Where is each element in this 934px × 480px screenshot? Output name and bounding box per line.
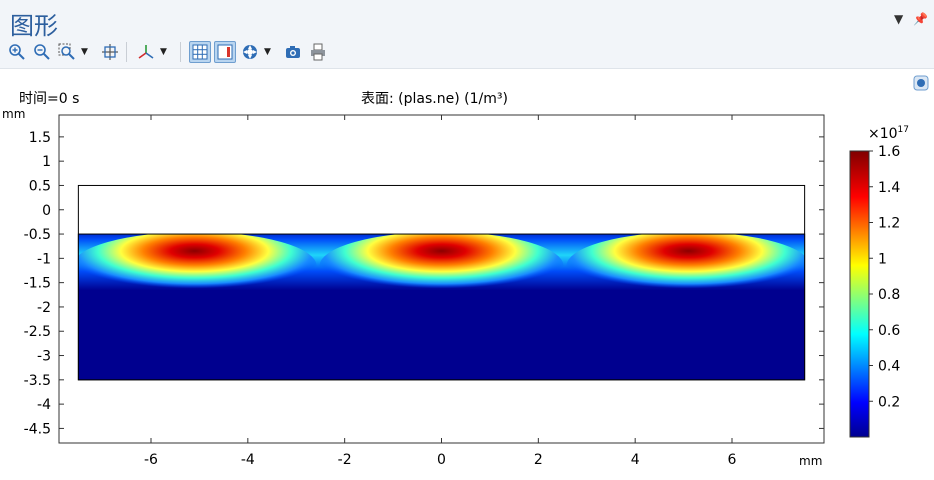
colorbar	[849, 150, 870, 438]
x-tick-label: -6	[144, 452, 158, 468]
y-tick-label: 0	[42, 203, 51, 219]
axis-orientation-icon[interactable]	[135, 41, 157, 63]
colorbar-tick-label: 0.8	[878, 287, 900, 303]
time-label: 时间=0 s	[19, 91, 80, 107]
density-peak	[319, 234, 564, 300]
y-axis-ticks: 1.5 1 0.5 0 -0.5 -1 -1.5 -2 -2.5 -3 -3.5 -4 -4.5	[24, 130, 824, 437]
x-axis-unit: mm	[799, 454, 822, 468]
colorbar-tick-label: 1	[878, 251, 887, 267]
colorbar-ticks: 1.6 1.4 1.2 1 0.8 0.6 0.4 0.2	[869, 144, 900, 410]
y-tick-label: -4	[37, 397, 51, 413]
scene-dropdown-caret[interactable]: ▼	[264, 47, 271, 57]
x-tick-label: 0	[437, 452, 446, 468]
zoom-extents-icon[interactable]	[99, 41, 121, 63]
color-scene-icon[interactable]	[239, 41, 261, 63]
graphics-toolbar: ▼ ▼ ▼	[6, 40, 332, 64]
y-tick-label: 0.5	[29, 178, 51, 194]
zoom-dropdown-caret[interactable]: ▼	[81, 47, 88, 57]
surface-plot	[78, 234, 805, 380]
render-settings-icon[interactable]	[913, 75, 929, 91]
x-tick-label: 4	[631, 452, 640, 468]
pin-icon[interactable]: 📌	[913, 12, 928, 26]
y-tick-label: -2.5	[24, 324, 51, 340]
colorbar-multiplier-exp: 17	[898, 125, 909, 135]
panel-title: 图形	[10, 12, 58, 40]
colorbar-tick-label: 0.4	[878, 359, 900, 375]
colorbar-tick-label: 1.6	[878, 144, 900, 160]
y-tick-label: -3	[37, 349, 51, 365]
y-tick-label: -1.5	[24, 276, 51, 292]
x-axis-ticks: -6 -4 -2 0 2 4 6	[144, 115, 737, 468]
y-axis-unit: mm	[2, 107, 25, 121]
y-tick-label: -3.5	[24, 373, 51, 389]
colorbar-tick-label: 1.2	[878, 216, 900, 232]
axis-dropdown-caret[interactable]: ▼	[160, 47, 167, 57]
colorbar-tick-label: 1.4	[878, 180, 900, 196]
print-icon[interactable]	[307, 41, 329, 63]
y-tick-label: -2	[37, 300, 51, 316]
zoom-out-icon[interactable]	[31, 41, 53, 63]
x-tick-label: 2	[534, 452, 543, 468]
y-tick-label: -1	[37, 251, 51, 267]
panel-menu-icon[interactable]: ▼	[893, 12, 904, 26]
colorbar-multiplier: ×1017	[868, 125, 909, 142]
colorbar-tick-label: 0.6	[878, 323, 900, 339]
camera-icon[interactable]	[282, 41, 304, 63]
grid-icon[interactable]	[189, 41, 211, 63]
zoom-box-icon[interactable]	[56, 41, 78, 63]
x-tick-label: -4	[241, 452, 255, 468]
plasma-outline	[77, 233, 806, 381]
toolbar-separator	[180, 42, 181, 62]
density-peak	[78, 234, 317, 300]
legend-icon[interactable]	[214, 41, 236, 63]
x-tick-label: 6	[728, 452, 737, 468]
surface-expression-label: 表面: (plas.ne) (1/m³)	[361, 91, 508, 107]
y-tick-label: -0.5	[24, 227, 51, 243]
zoom-in-icon[interactable]	[6, 41, 28, 63]
color-legend: ×1017 1.6 1.4 1.2 1 0.8 0.6 0.4 0.2	[849, 125, 909, 438]
density-peak	[566, 234, 805, 300]
toolbar-separator	[126, 42, 127, 62]
colorbar-tick-label: 0.2	[878, 394, 900, 410]
y-tick-label: 1	[42, 154, 51, 170]
graphics-panel-header: 图形 ▼ 📌 ▼ ▼ ▼	[0, 0, 934, 69]
x-tick-label: -2	[338, 452, 352, 468]
y-tick-label: -4.5	[24, 421, 51, 437]
colorbar-multiplier-base: ×10	[868, 126, 898, 142]
y-tick-label: 1.5	[29, 130, 51, 146]
